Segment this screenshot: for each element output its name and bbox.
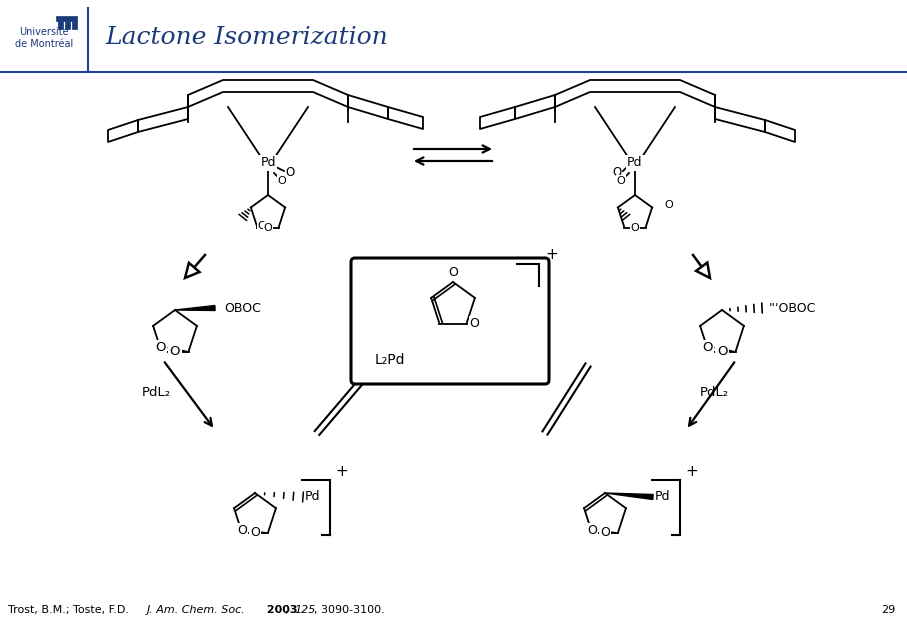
Text: Pd: Pd [655, 491, 670, 504]
Text: O: O [717, 345, 727, 358]
Text: ,: , [285, 605, 292, 615]
Bar [72, 21, 77, 29]
Text: PdL₂: PdL₂ [142, 386, 171, 399]
Text: O: O [664, 201, 673, 211]
Text: +: + [335, 464, 347, 479]
Polygon shape [696, 262, 710, 278]
Text: O: O [587, 524, 597, 538]
Bar [58, 21, 63, 29]
Text: 2003: 2003 [263, 605, 297, 615]
Text: '''OBOC: '''OBOC [769, 301, 816, 314]
Text: Trost, B.M.; Toste, F.D.: Trost, B.M.; Toste, F.D. [8, 605, 132, 615]
Text: Université: Université [19, 27, 69, 37]
Polygon shape [175, 306, 215, 311]
Text: O: O [155, 341, 166, 354]
Text: O: O [250, 526, 260, 539]
Text: 29: 29 [881, 605, 895, 615]
Text: O: O [702, 341, 713, 354]
Text: 125: 125 [294, 605, 316, 615]
Text: O: O [448, 266, 458, 279]
Text: +: + [545, 247, 558, 262]
Text: OBOC: OBOC [224, 301, 261, 314]
Text: Pd: Pd [260, 156, 276, 169]
Text: O: O [237, 524, 247, 538]
Text: O: O [600, 526, 610, 539]
Text: J. Am. Chem. Soc.: J. Am. Chem. Soc. [147, 605, 246, 615]
Text: O: O [617, 176, 625, 186]
Text: O: O [264, 222, 272, 232]
Text: , 3090-3100.: , 3090-3100. [314, 605, 385, 615]
Bar [65, 21, 70, 29]
Text: O: O [286, 166, 295, 179]
Text: de Montréal: de Montréal [15, 39, 73, 49]
Text: Pd: Pd [628, 156, 643, 169]
Text: Lactone Isomerization: Lactone Isomerization [105, 26, 388, 49]
Text: O: O [630, 222, 639, 232]
Text: O: O [278, 176, 287, 186]
Text: +: + [685, 464, 697, 479]
Polygon shape [185, 263, 200, 278]
Text: O: O [470, 317, 480, 330]
Polygon shape [605, 493, 653, 499]
Text: L₂Pd: L₂Pd [375, 353, 405, 367]
Bar [56, 16, 77, 21]
FancyBboxPatch shape [351, 258, 549, 384]
Text: O: O [612, 166, 621, 179]
Text: PdL₂: PdL₂ [700, 386, 729, 399]
Text: Pd: Pd [305, 491, 320, 504]
Text: O: O [170, 345, 180, 358]
Text: O: O [258, 221, 267, 231]
